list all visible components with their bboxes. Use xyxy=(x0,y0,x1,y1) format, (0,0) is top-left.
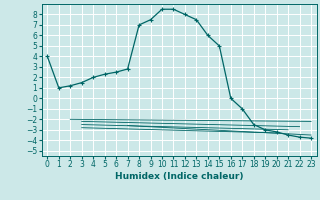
X-axis label: Humidex (Indice chaleur): Humidex (Indice chaleur) xyxy=(115,172,244,181)
